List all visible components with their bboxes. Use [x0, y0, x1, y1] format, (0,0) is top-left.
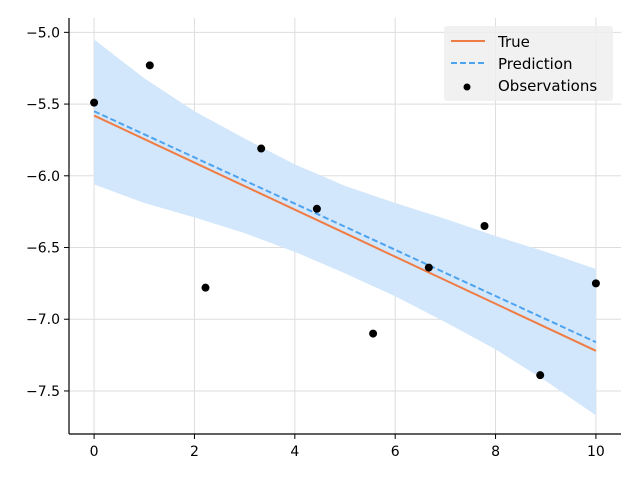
- true-line: [93, 114, 597, 352]
- y-tick-label-5: −7.5: [26, 384, 60, 400]
- legend-label-true: True: [497, 33, 530, 51]
- y-tick-label-4: −7.0: [26, 312, 60, 328]
- axes: [68, 18, 621, 435]
- x-tick-label-0: 0: [90, 444, 99, 460]
- observation-point-0: [90, 98, 99, 107]
- observation-point-1: [145, 61, 154, 70]
- legend-label-prediction: Prediction: [498, 55, 573, 73]
- legend-label-observations: Observations: [498, 77, 597, 95]
- x-tick-label-2: 4: [290, 444, 299, 460]
- y-tick-label-3: −6.5: [26, 241, 60, 257]
- y-tick-label-2: −6.0: [26, 169, 60, 185]
- y-tick-label-0: −5.0: [26, 25, 60, 41]
- y-ticks: −5.0 −5.5 −6.0 −6.5 −7.0 −7.5: [26, 25, 69, 400]
- observation-point-6: [424, 263, 433, 272]
- observation-points: [90, 61, 600, 380]
- observation-point-5: [369, 329, 378, 338]
- prediction-interval-band: [94, 39, 596, 416]
- observation-point-7: [480, 222, 489, 230]
- x-ticks: 0 2 4 6 8 10: [90, 434, 605, 460]
- observation-point-3: [257, 144, 266, 153]
- observation-point-8: [536, 371, 545, 380]
- x-tick-label-4: 8: [491, 444, 500, 460]
- x-tick-label-1: 2: [190, 444, 199, 460]
- legend-background: [444, 26, 613, 101]
- observation-point-4: [312, 204, 321, 213]
- prediction-line: [93, 110, 597, 344]
- y-tick-label-1: −5.5: [26, 97, 60, 113]
- x-tick-label-5: 10: [587, 444, 605, 460]
- observation-point-9: [591, 279, 600, 288]
- observation-point-2: [201, 283, 210, 292]
- x-tick-label-3: 6: [391, 444, 400, 460]
- legend-swatch-observations: [463, 83, 471, 91]
- legend: True Prediction Observations: [444, 26, 613, 101]
